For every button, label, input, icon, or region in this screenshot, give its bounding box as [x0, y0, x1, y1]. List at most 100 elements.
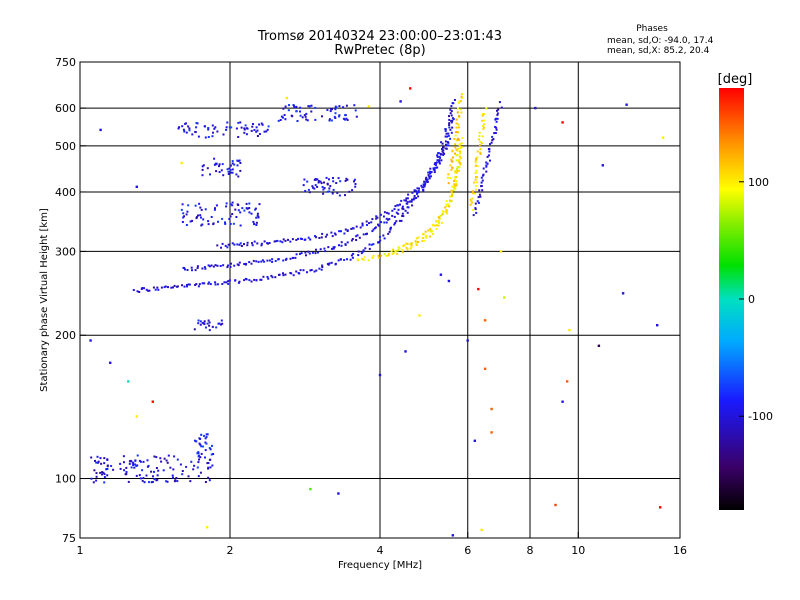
trace-8-point — [256, 129, 259, 132]
trace-11-point — [335, 182, 338, 184]
trace-2-point — [436, 159, 439, 162]
trace-14-point — [129, 460, 132, 463]
trace-6-point — [489, 143, 491, 146]
trace-8-point — [188, 127, 191, 130]
trace-0-point — [321, 264, 324, 267]
scatter-point-37 — [659, 506, 662, 509]
trace-14-point — [204, 456, 206, 459]
trace-0-point — [444, 135, 447, 138]
scatter-point-39 — [409, 87, 412, 90]
trace-7-point — [481, 119, 483, 122]
trace-0-point — [145, 288, 148, 291]
trace-0-point — [167, 286, 169, 289]
trace-9-point — [345, 117, 348, 120]
trace-7-point — [474, 178, 477, 181]
trace-12-point — [202, 218, 205, 221]
trace-4-point — [460, 142, 463, 145]
trace-15-point — [203, 434, 206, 437]
trace-14-point — [97, 460, 100, 463]
trace-0-point — [259, 278, 262, 281]
trace-11-point — [353, 180, 355, 183]
trace-1-point — [289, 257, 292, 260]
trace-0-point — [160, 286, 163, 289]
trace-2-point — [279, 240, 282, 243]
trace-0-point — [228, 279, 231, 282]
trace-3-point — [456, 167, 458, 170]
trace-2-point — [393, 208, 396, 211]
trace-1-point — [391, 214, 394, 217]
trace-6-point — [486, 155, 489, 158]
trace-0-point — [449, 112, 452, 115]
trace-2-point — [260, 242, 263, 245]
trace-9-point — [299, 110, 301, 113]
trace-15-point — [205, 442, 208, 445]
scatter-point-1 — [135, 185, 138, 188]
trace-0-point — [147, 289, 149, 292]
trace-0-point — [299, 269, 302, 272]
trace-3-point — [388, 252, 390, 255]
trace-8-point — [211, 124, 214, 127]
trace-2-point — [375, 215, 378, 218]
trace-11-point — [322, 192, 325, 195]
scatter-point-16 — [466, 339, 469, 342]
trace-14-point — [197, 475, 200, 478]
trace-5-point — [450, 158, 453, 161]
trace-1-point — [423, 180, 426, 183]
trace-3-point — [448, 205, 451, 208]
trace-14-point — [198, 458, 200, 461]
trace-14-point — [92, 481, 95, 484]
trace-2-point — [307, 236, 310, 239]
trace-11-point — [316, 178, 319, 181]
trace-5-point — [454, 134, 457, 137]
scatter-point-32 — [597, 344, 601, 347]
trace-14-point — [141, 469, 144, 472]
trace-8-point — [204, 125, 206, 128]
trace-4-point — [427, 229, 430, 232]
trace-2-point — [338, 230, 341, 233]
trace-1-point — [450, 121, 453, 124]
trace-12-point — [199, 206, 202, 209]
trace-2-point — [263, 240, 266, 243]
trace-14-point — [208, 458, 211, 461]
trace-8-point — [239, 121, 242, 124]
trace-14-point — [187, 475, 190, 478]
trace-13-point — [197, 322, 200, 325]
trace-2-point — [324, 235, 327, 238]
trace-0-point — [450, 105, 453, 108]
trace-1-point — [406, 200, 409, 203]
trace-12-point — [257, 215, 260, 218]
trace-6-point — [495, 117, 497, 120]
trace-7-point — [483, 123, 485, 126]
trace-0-point — [404, 209, 407, 212]
trace-0-point — [450, 110, 453, 113]
trace-5-point — [458, 116, 461, 119]
trace-10-point — [227, 173, 230, 175]
trace-15-point — [211, 444, 213, 447]
trace-0-point — [203, 282, 206, 285]
trace-1-point — [191, 269, 193, 272]
trace-2-point — [424, 182, 427, 185]
trace-4-point — [435, 224, 438, 227]
trace-0-point — [449, 108, 452, 111]
trace-12-point — [187, 204, 190, 207]
trace-0-point — [157, 288, 160, 291]
scatter-point-34 — [621, 292, 625, 295]
y-tick-label-6: 600 — [55, 102, 76, 115]
trace-6-point — [482, 167, 485, 170]
trace-5-point — [450, 160, 453, 163]
trace-3-point — [372, 255, 375, 257]
trace-0-point — [398, 219, 401, 222]
trace-14-point — [199, 456, 202, 459]
trace-14-point — [193, 464, 196, 467]
trace-0-point — [227, 280, 230, 283]
trace-2-point — [447, 141, 450, 144]
trace-8-point — [243, 128, 246, 131]
trace-12-point — [225, 205, 228, 208]
scatter-point-5 — [127, 380, 130, 383]
trace-3-point — [439, 214, 442, 217]
trace-5-point — [460, 93, 463, 96]
trace-4-point — [415, 237, 418, 240]
trace-4-point — [455, 182, 458, 185]
trace-14-point — [112, 468, 115, 471]
trace-1-point — [248, 261, 251, 264]
